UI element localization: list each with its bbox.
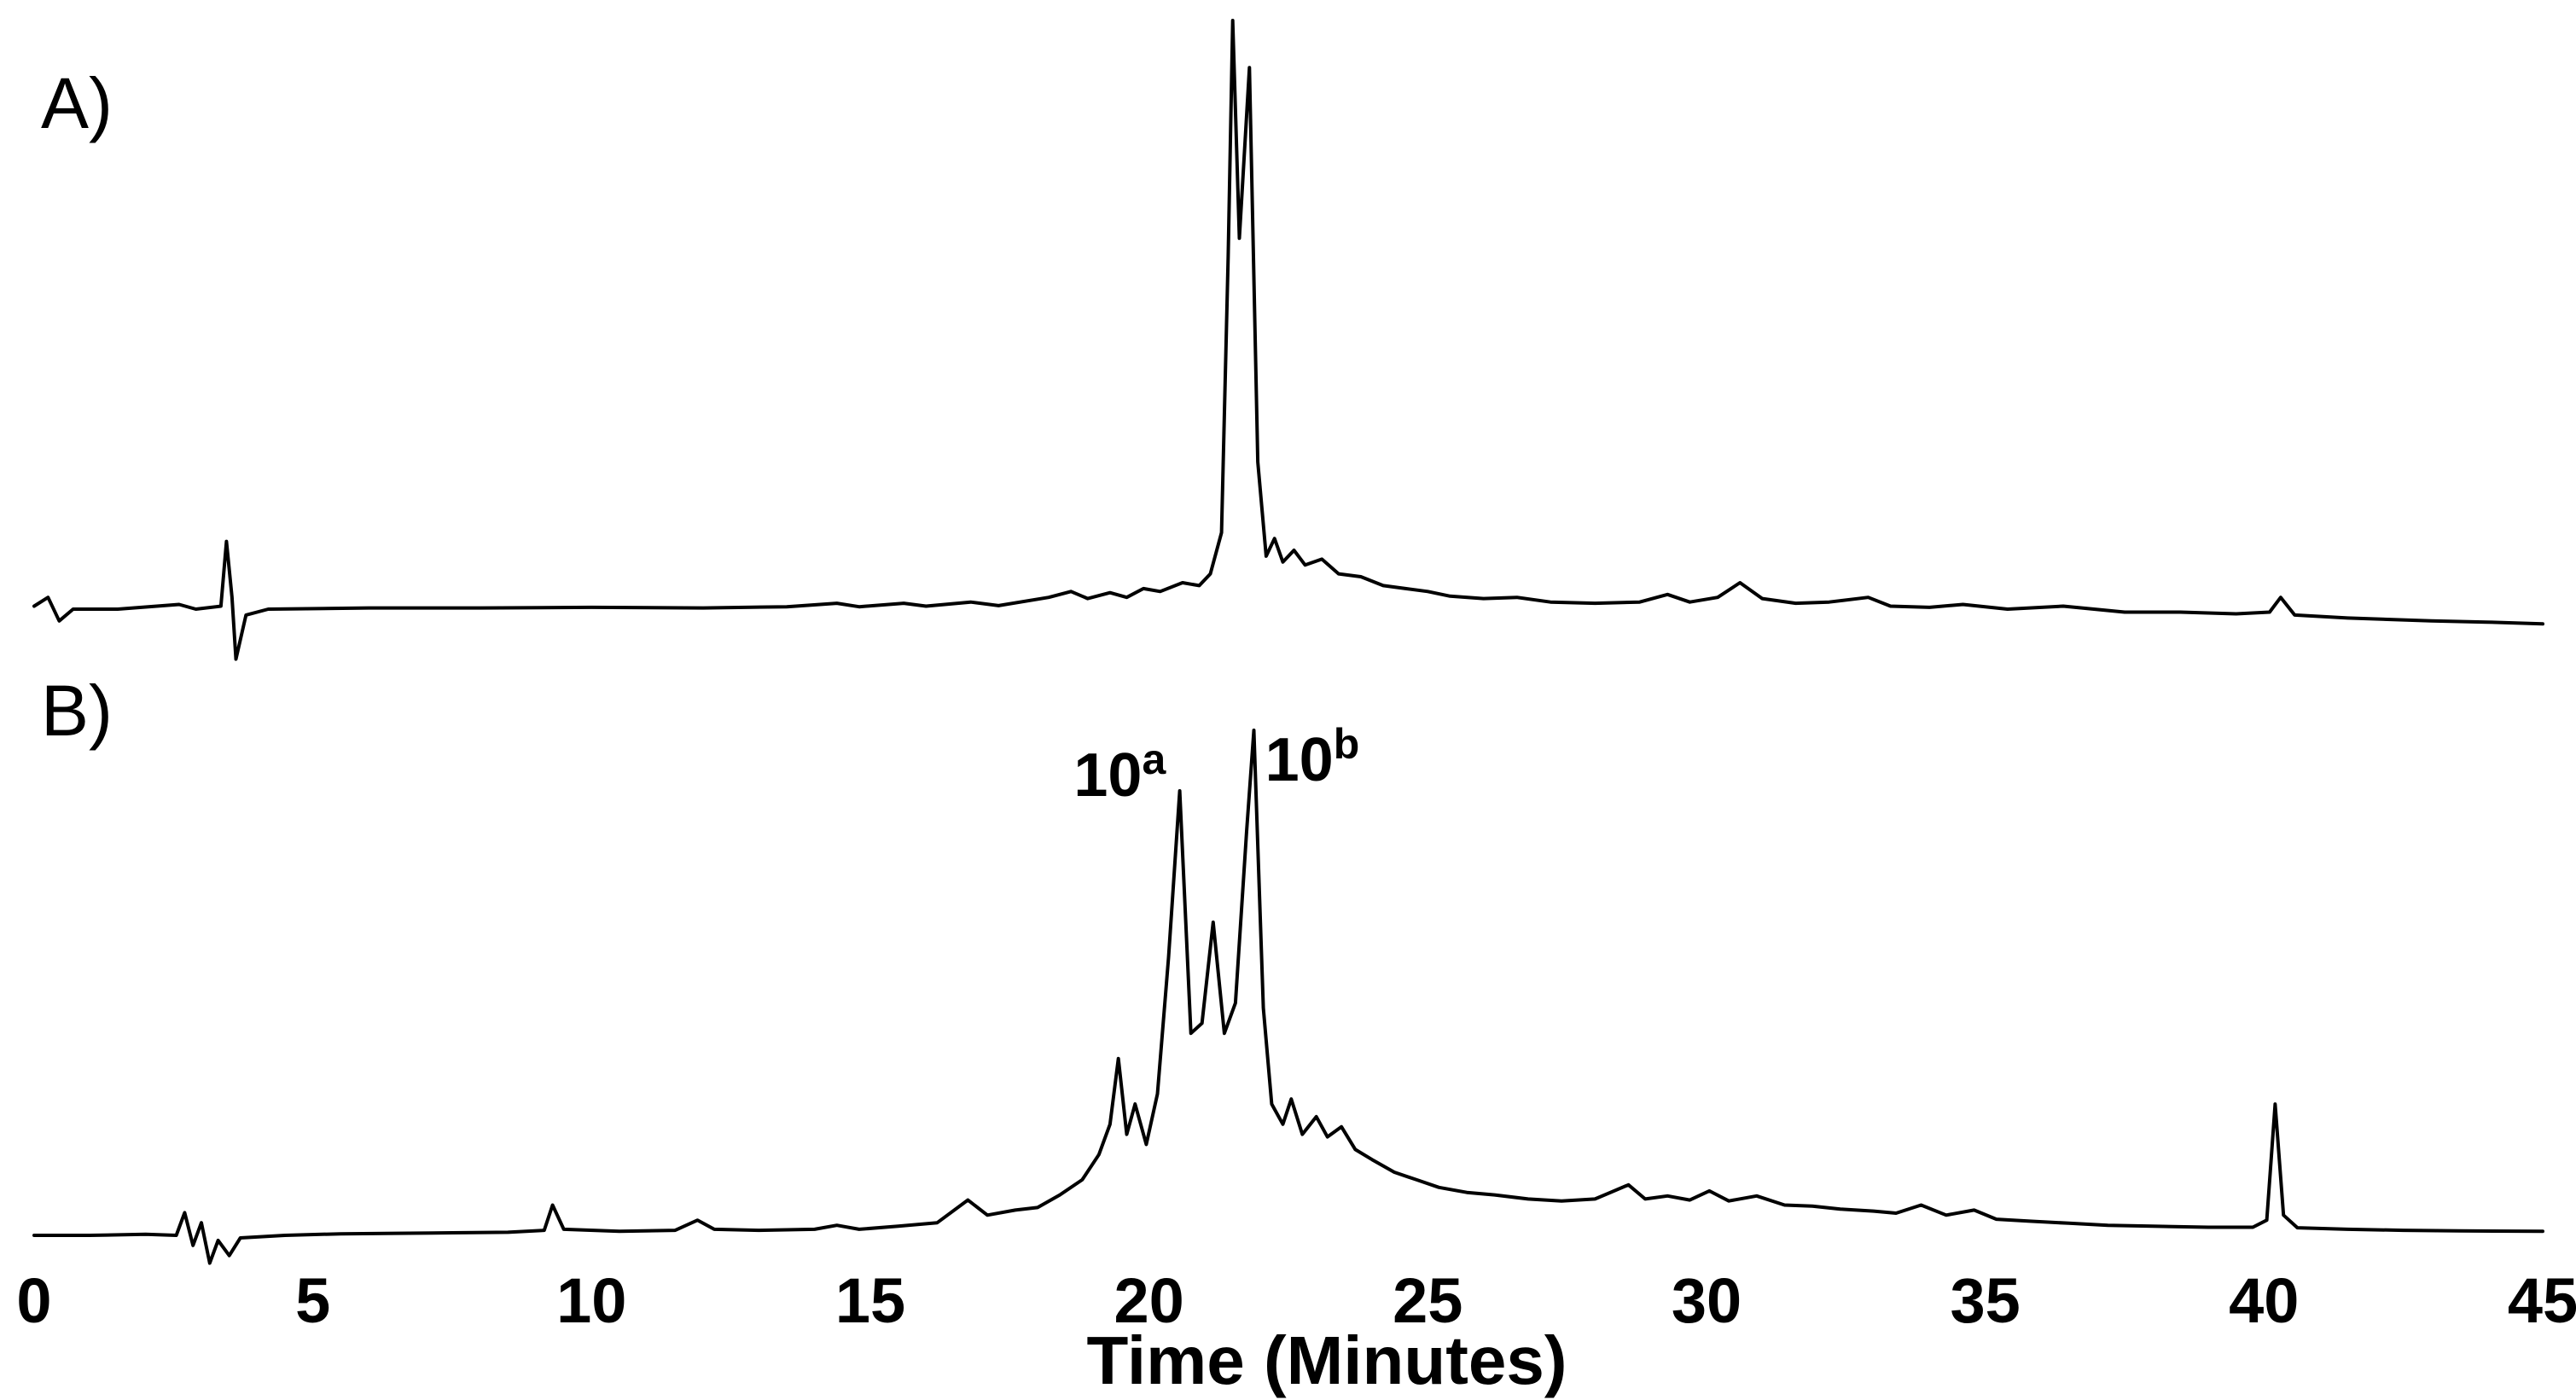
x-tick-label: 0 — [16, 1265, 51, 1336]
x-tick-label: 40 — [2229, 1265, 2299, 1336]
x-axis-title: Time (Minutes) — [1086, 1322, 1567, 1398]
trace-b-chromatogram-line — [32, 729, 2544, 1265]
peak-label-10a: 10a — [1073, 735, 1166, 810]
x-tick-label: 30 — [1672, 1265, 1742, 1336]
peak-labels: 10a 10b — [1073, 720, 1359, 810]
x-tick-label: 35 — [1951, 1265, 2021, 1336]
x-tick-label: 15 — [835, 1265, 905, 1336]
x-tick-label: 10 — [556, 1265, 626, 1336]
x-tick-label: 5 — [295, 1265, 330, 1336]
trace-a-chromatogram-line — [32, 19, 2544, 661]
x-tick-label: 25 — [1393, 1265, 1462, 1336]
x-tick-label: 20 — [1114, 1265, 1184, 1336]
panel-label-b: B) — [41, 671, 113, 751]
x-axis-tick-labels: 0 5 10 15 20 25 30 35 40 45 — [16, 1265, 2576, 1336]
x-tick-label: 45 — [2508, 1265, 2576, 1336]
peak-label-10b: 10b — [1265, 720, 1360, 794]
panel-label-a: A) — [41, 63, 113, 143]
